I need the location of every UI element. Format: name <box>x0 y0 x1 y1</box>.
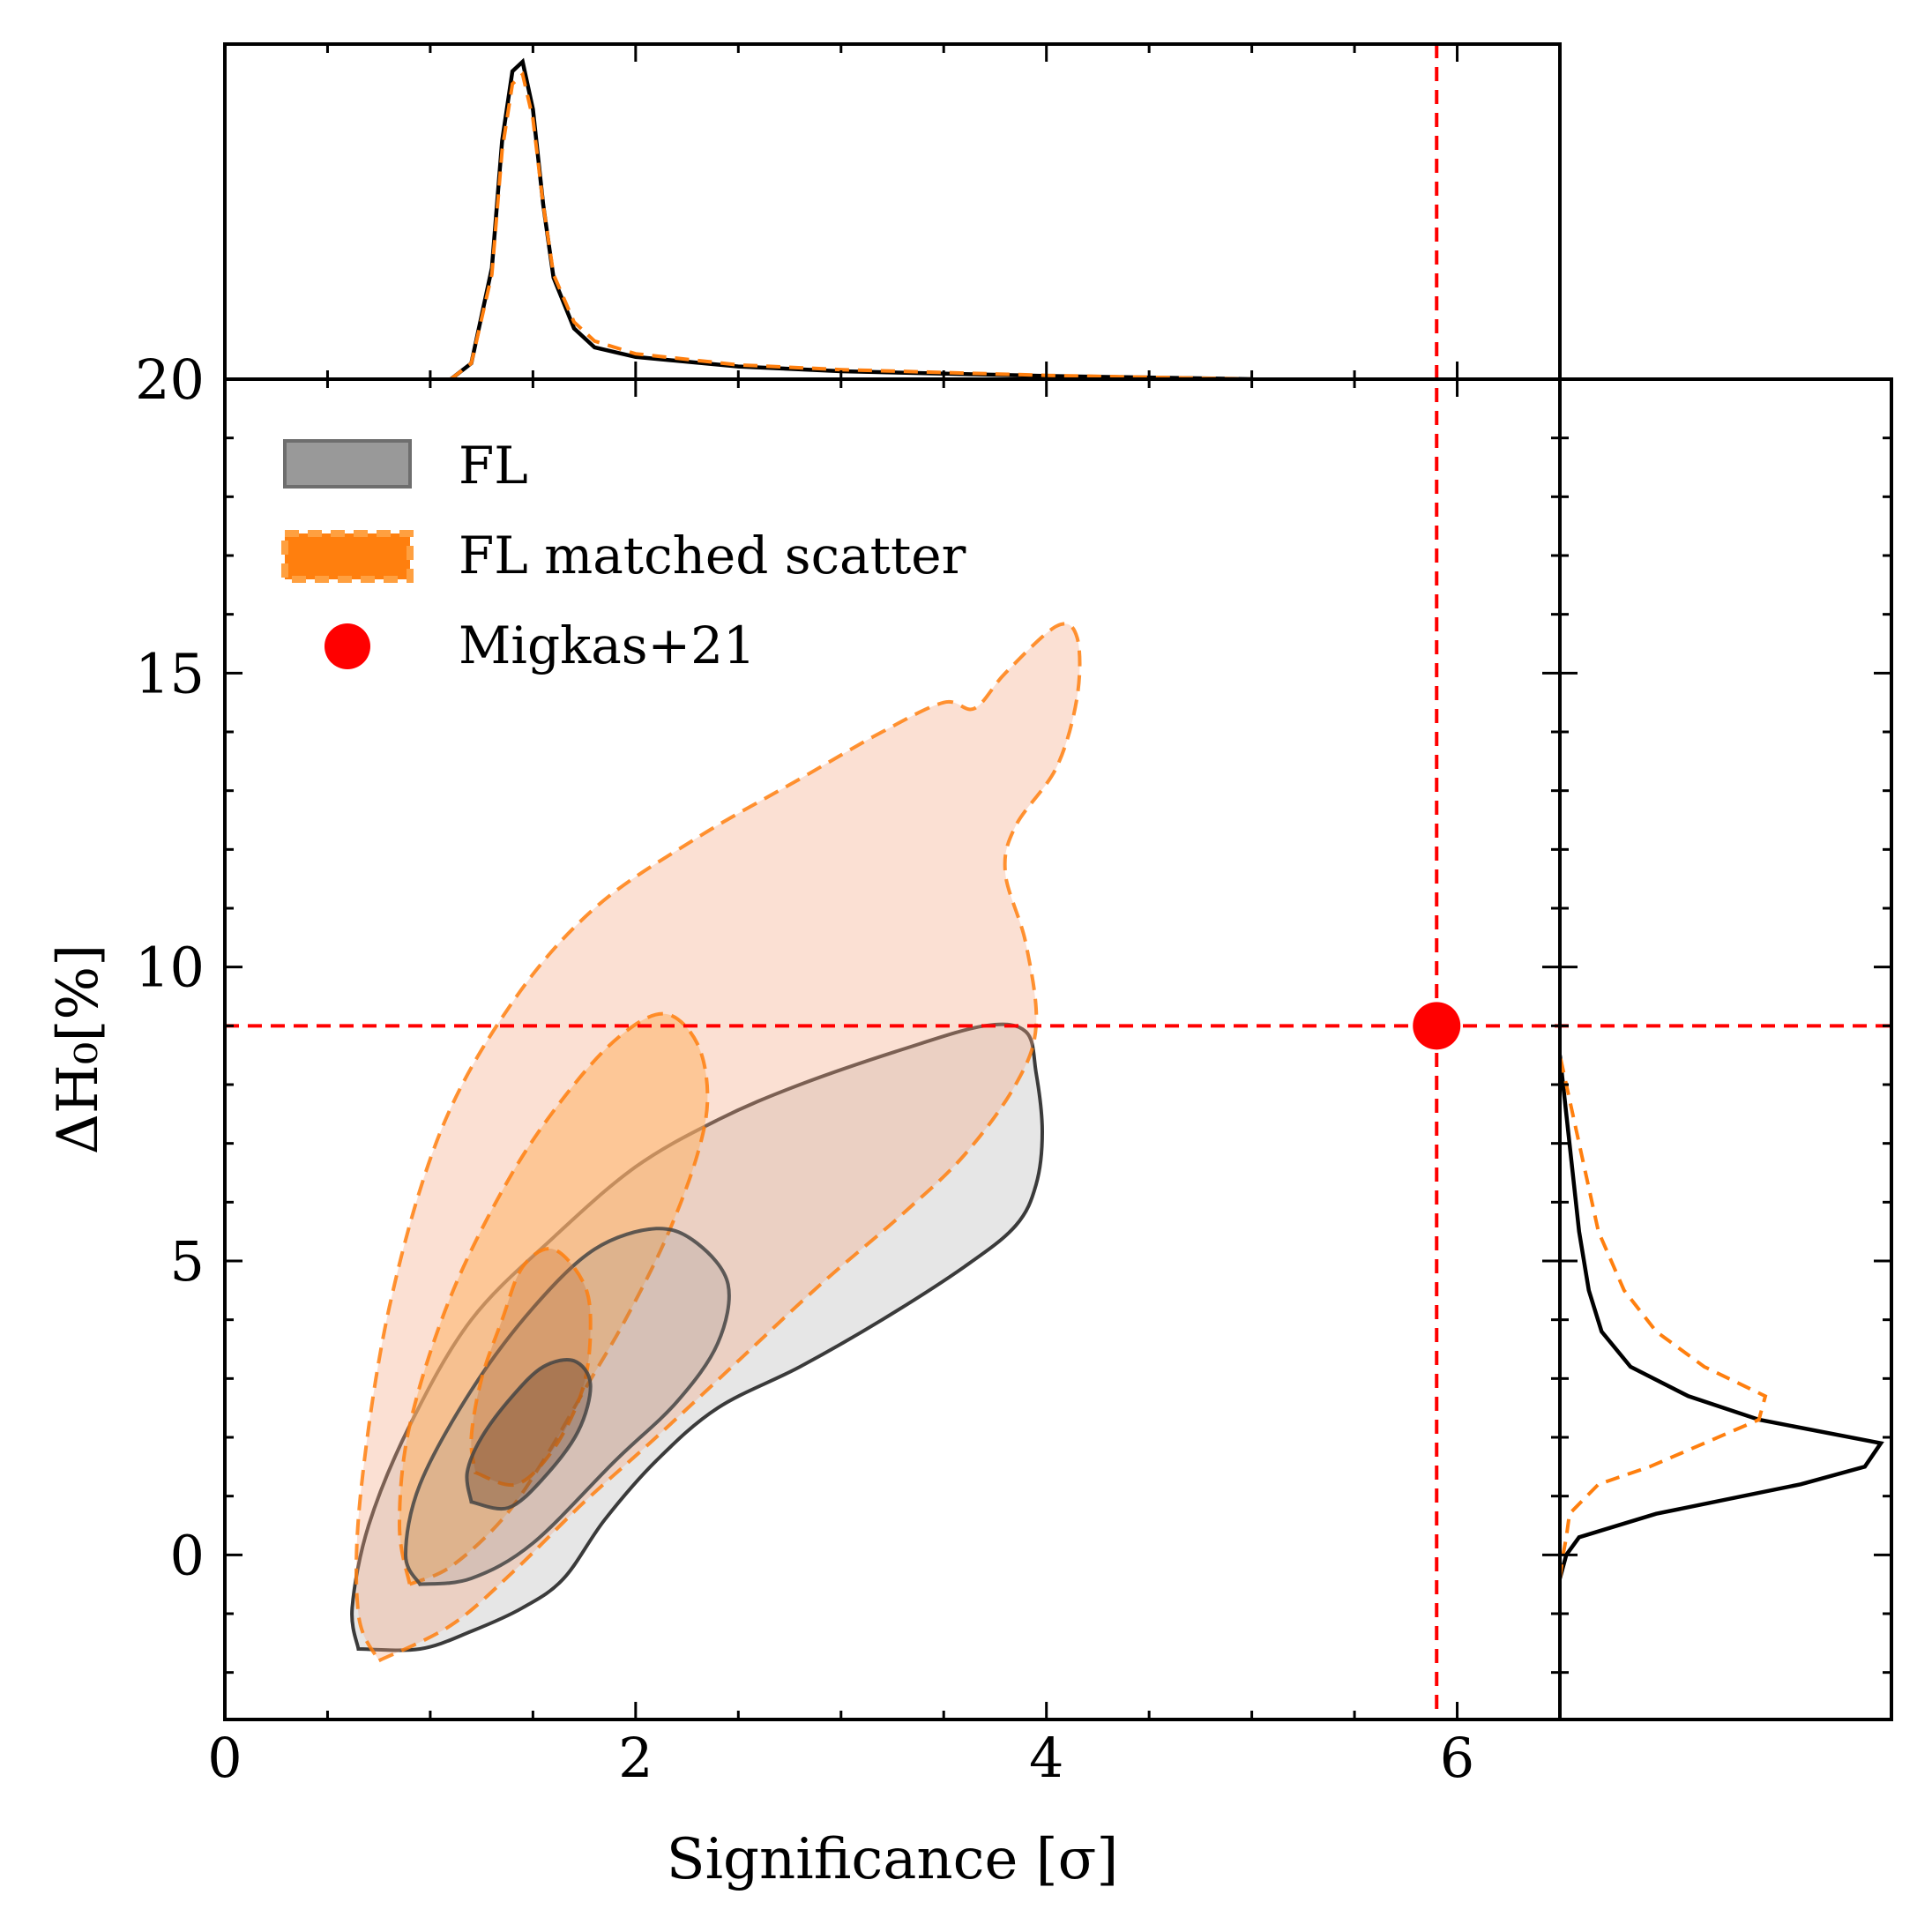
right-marginal-fl-line <box>1560 1055 1884 1579</box>
right-marginal-matched-line <box>1560 1055 1768 1579</box>
legend-swatch-matched <box>281 530 414 583</box>
fl-contour-middle-line <box>403 1227 731 1586</box>
tick-label-group: 0 2 4 6 0 5 10 15 20 <box>135 347 1474 1790</box>
x-tick-label: 2 <box>618 1726 653 1790</box>
reference-group <box>225 44 1891 1719</box>
legend-marker-migkas <box>324 623 370 669</box>
right-axes-frame <box>1558 377 1893 1721</box>
y-tick-label: 10 <box>135 936 205 1000</box>
legend: FL FL matched scatter Migkas+21 <box>281 436 966 675</box>
y-tick-label: 0 <box>170 1523 205 1587</box>
matched-contour-outer-line <box>354 622 1082 1664</box>
top-marginal <box>449 57 1252 379</box>
legend-label-migkas: Migkas+21 <box>459 615 756 675</box>
x-tick-label: 4 <box>1029 1726 1063 1790</box>
matched-contour-inner-line <box>469 1247 593 1488</box>
y-axis-label: ΔH₀[%] <box>46 944 111 1154</box>
legend-label-matched: FL matched scatter <box>459 526 966 586</box>
legend-swatch-fl <box>283 439 412 489</box>
x-tick-label: 0 <box>207 1726 242 1790</box>
y-tick-label: 20 <box>135 347 205 412</box>
contour-group <box>350 622 1082 1664</box>
matched-contour-inner-fill <box>471 1249 591 1486</box>
y-tick-label: 15 <box>135 641 205 705</box>
x-tick-label: 6 <box>1440 1726 1474 1790</box>
migkas-reference-point <box>1413 1002 1461 1050</box>
tick-group <box>223 44 1891 1719</box>
right-marginal <box>1560 1055 1884 1579</box>
fl-contour-middle-fill <box>406 1228 729 1585</box>
y-tick-label: 5 <box>170 1229 205 1294</box>
fl-contour-inner-line <box>465 1358 593 1511</box>
x-axis-label: Significance [σ] <box>667 1827 1119 1892</box>
top-marginal-matched-line <box>449 71 1252 379</box>
matched-contour-middle-fill <box>399 1013 708 1585</box>
fl-contour-inner-fill <box>466 1360 591 1510</box>
top-marginal-fl-line <box>449 57 1252 379</box>
fl-contour-outer-fill <box>352 1024 1043 1651</box>
legend-label-fl: FL <box>459 436 528 496</box>
top-axes-frame <box>223 42 1562 381</box>
